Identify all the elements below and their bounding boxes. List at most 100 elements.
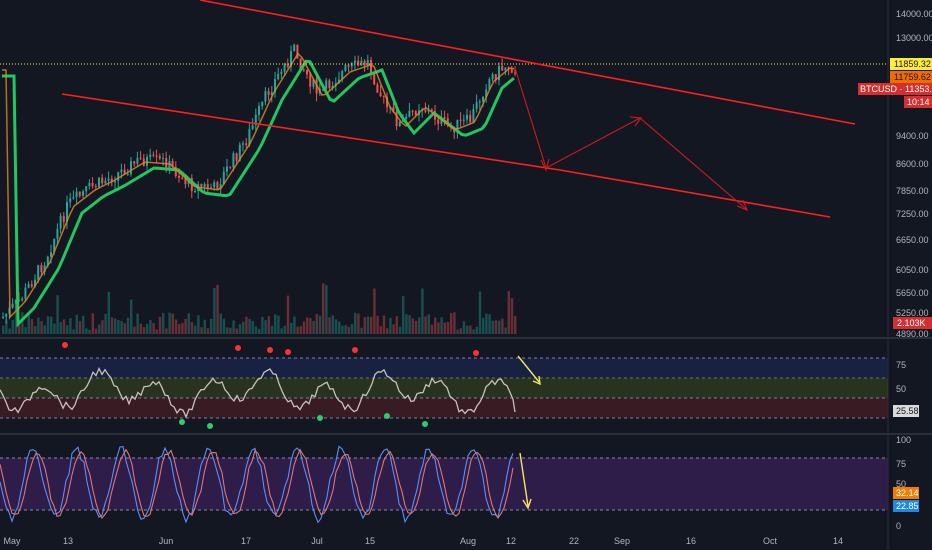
candle-body[interactable] xyxy=(123,169,126,175)
candle-body[interactable] xyxy=(408,110,411,117)
candle-body[interactable] xyxy=(27,284,30,288)
candle-body[interactable] xyxy=(206,184,209,189)
candle-body[interactable] xyxy=(261,101,264,107)
candle-body[interactable] xyxy=(53,238,56,253)
candle-body[interactable] xyxy=(424,109,427,112)
candle-body[interactable] xyxy=(168,160,171,170)
candle-body[interactable] xyxy=(494,74,497,81)
candle-body[interactable] xyxy=(437,119,440,124)
candle-body[interactable] xyxy=(120,169,123,173)
candle-body[interactable] xyxy=(219,184,222,190)
candle-body[interactable] xyxy=(392,107,395,113)
candle-body[interactable] xyxy=(341,70,344,80)
candle-body[interactable] xyxy=(267,91,270,96)
candle-body[interactable] xyxy=(216,182,219,190)
candle-body[interactable] xyxy=(149,154,152,158)
candle-body[interactable] xyxy=(485,89,488,97)
candle-body[interactable] xyxy=(126,174,129,176)
candle-body[interactable] xyxy=(286,63,289,67)
stoch-k-series[interactable] xyxy=(0,445,514,524)
candle-body[interactable] xyxy=(107,178,110,181)
candle-body[interactable] xyxy=(5,313,8,317)
candle-body[interactable] xyxy=(296,44,299,59)
candle-body[interactable] xyxy=(152,154,155,156)
candle-body[interactable] xyxy=(213,182,216,188)
candle-body[interactable] xyxy=(504,67,507,71)
candle-body[interactable] xyxy=(69,198,72,203)
candle-body[interactable] xyxy=(203,184,206,187)
candle-body[interactable] xyxy=(270,92,273,96)
candle-body[interactable] xyxy=(482,96,484,102)
candle-body[interactable] xyxy=(85,186,88,192)
candle-body[interactable] xyxy=(379,92,382,97)
candle-body[interactable] xyxy=(101,177,104,184)
candle-body[interactable] xyxy=(357,60,360,66)
fast-moving-average[interactable] xyxy=(2,52,515,319)
candle-body[interactable] xyxy=(34,279,36,287)
upper-channel-line[interactable] xyxy=(199,0,856,125)
candle-body[interactable] xyxy=(491,74,494,80)
candle-body[interactable] xyxy=(142,158,145,166)
candle-body[interactable] xyxy=(245,143,248,146)
candle-body[interactable] xyxy=(411,110,414,112)
candle-body[interactable] xyxy=(139,157,142,159)
candle-body[interactable] xyxy=(130,161,132,175)
candle-body[interactable] xyxy=(290,51,292,67)
candle-body[interactable] xyxy=(50,252,52,257)
candle-body[interactable] xyxy=(194,191,196,193)
candle-body[interactable] xyxy=(363,60,366,66)
candle-body[interactable] xyxy=(40,265,43,273)
candle-body[interactable] xyxy=(62,215,65,222)
candle-body[interactable] xyxy=(78,191,81,196)
candle-body[interactable] xyxy=(443,116,446,119)
candle-body[interactable] xyxy=(478,101,481,103)
candle-body[interactable] xyxy=(430,109,433,112)
candle-body[interactable] xyxy=(37,265,40,280)
candle-body[interactable] xyxy=(325,80,328,89)
slow-moving-average[interactable] xyxy=(2,59,515,328)
candle-body[interactable] xyxy=(350,62,353,67)
lower-channel-line-left[interactable] xyxy=(61,93,561,171)
candle-body[interactable] xyxy=(386,96,388,108)
candle-body[interactable] xyxy=(498,66,500,81)
candle-body[interactable] xyxy=(514,72,516,74)
candle-body[interactable] xyxy=(117,172,120,181)
stoch-d-series[interactable] xyxy=(0,448,514,520)
candle-body[interactable] xyxy=(472,109,475,123)
candle-body[interactable] xyxy=(133,161,136,164)
candle-body[interactable] xyxy=(254,114,257,126)
candle-body[interactable] xyxy=(398,121,401,127)
candle-body[interactable] xyxy=(354,60,356,63)
candle-body[interactable] xyxy=(56,228,59,239)
candle-body[interactable] xyxy=(88,182,91,187)
candle-body[interactable] xyxy=(158,156,161,159)
candle-body[interactable] xyxy=(405,116,408,119)
candle-body[interactable] xyxy=(373,72,376,85)
candle-body[interactable] xyxy=(2,316,4,318)
candle-body[interactable] xyxy=(232,153,235,168)
candle-body[interactable] xyxy=(72,197,75,199)
candle-body[interactable] xyxy=(382,96,385,98)
candle-body[interactable] xyxy=(181,177,184,179)
candle-body[interactable] xyxy=(59,215,62,229)
candle-body[interactable] xyxy=(331,85,334,89)
candle-body[interactable] xyxy=(366,60,369,66)
candle-body[interactable] xyxy=(274,79,276,93)
candle-body[interactable] xyxy=(469,114,472,123)
candle-body[interactable] xyxy=(75,191,78,198)
candle-body[interactable] xyxy=(184,178,187,185)
candle-body[interactable] xyxy=(395,112,398,127)
candle-body[interactable] xyxy=(114,180,116,183)
candle-body[interactable] xyxy=(414,111,417,116)
candle-body[interactable] xyxy=(91,182,94,187)
candle-body[interactable] xyxy=(312,79,315,87)
candle-body[interactable] xyxy=(459,119,462,121)
candle-body[interactable] xyxy=(200,183,203,187)
candle-body[interactable] xyxy=(21,298,24,301)
candle-body[interactable] xyxy=(283,63,286,72)
candle-body[interactable] xyxy=(293,44,296,52)
candle-body[interactable] xyxy=(344,65,347,71)
candle-body[interactable] xyxy=(501,66,504,71)
candle-body[interactable] xyxy=(248,129,251,146)
